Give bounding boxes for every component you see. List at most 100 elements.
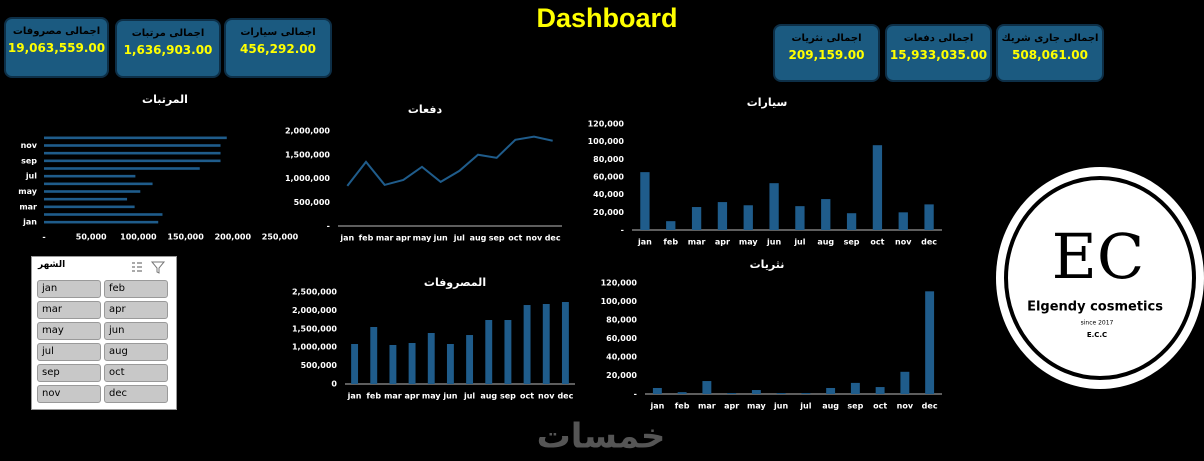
bar — [44, 136, 227, 140]
slicer-item[interactable]: oct — [104, 364, 168, 382]
x-tick-label: mar — [688, 238, 706, 247]
y-tick-label: 1,500,000 — [292, 324, 337, 333]
kpi-value: 19,063,559.00 — [7, 41, 106, 55]
bar — [44, 144, 221, 147]
chart-title: المرتبات — [142, 93, 188, 106]
bar — [776, 393, 786, 394]
slicer-item[interactable]: may — [37, 322, 101, 340]
bar — [44, 213, 163, 216]
logo-abbr: E.C.C — [1087, 331, 1107, 339]
chart-title: سيارات — [747, 96, 788, 109]
x-tick-label: aug — [480, 392, 497, 401]
slicer-item[interactable]: jan — [37, 280, 101, 298]
kpi-label: اجمالى مرتبات — [131, 28, 205, 39]
kpi-value: 1,636,903.00 — [123, 43, 213, 57]
bar — [677, 392, 687, 394]
slicer-item[interactable]: nov — [37, 385, 101, 403]
y-tick-label: 1,500,000 — [285, 150, 330, 159]
bar — [795, 206, 805, 230]
x-tick-label: oct — [870, 238, 884, 247]
logo-name: Elgendy cosmetics — [1027, 300, 1163, 315]
x-tick-label: 100,000 — [120, 233, 157, 242]
x-tick-label: jan — [339, 234, 354, 243]
bar — [389, 344, 397, 384]
y-tick-label: 500,000 — [294, 198, 331, 207]
bar — [702, 381, 712, 394]
chart-title: دفعات — [408, 103, 443, 116]
y-tick-label: 1,000,000 — [292, 343, 337, 352]
x-tick-label: may — [747, 402, 766, 411]
slicer-item[interactable]: jun — [104, 322, 168, 340]
y-tick-label: 0 — [331, 380, 337, 389]
x-tick-label: jun — [766, 238, 781, 247]
y-tick-label: 80,000 — [606, 316, 637, 325]
x-tick-label: may — [422, 392, 441, 401]
kpi-card: اجمالى مصروفات 19,063,559.00 — [4, 17, 109, 78]
x-tick-label: oct — [873, 402, 887, 411]
bar — [44, 159, 221, 163]
kpi-card: اجمالى مرتبات 1,636,903.00 — [115, 19, 221, 78]
bar — [727, 393, 737, 394]
x-tick-label: apr — [405, 392, 420, 401]
y-tick-label: 80,000 — [593, 155, 624, 164]
slicer-item[interactable]: feb — [104, 280, 168, 298]
x-tick-label: mar — [376, 234, 394, 243]
y-tick-label: may — [18, 187, 37, 196]
slicer-item[interactable]: mar — [37, 301, 101, 319]
kpi-card: اجمالى سيارات 456,292.00 — [224, 18, 332, 78]
kpi-value: 456,292.00 — [240, 42, 316, 56]
slicer-item[interactable]: aug — [104, 343, 168, 361]
month-slicer: الشهر jan feb mar apr may jun jul aug sep oct nov d… — [31, 256, 177, 410]
bar — [900, 371, 910, 394]
bar — [691, 207, 702, 230]
logo-band — [1020, 298, 1170, 316]
bar — [446, 343, 454, 384]
x-tick-label: sep — [489, 234, 505, 243]
bar — [826, 387, 836, 394]
bar — [846, 213, 857, 230]
y-tick-label: 2,000,000 — [292, 306, 337, 315]
slicer-item[interactable]: apr — [104, 301, 168, 319]
bar — [44, 197, 128, 201]
x-tick-label: nov — [895, 238, 912, 247]
x-tick-label: apr — [396, 234, 411, 243]
x-tick-label: jun — [773, 402, 788, 411]
x-tick-label: 150,000 — [167, 233, 204, 242]
x-tick-label: feb — [359, 234, 374, 243]
y-tick-label: 40,000 — [593, 190, 624, 199]
slicer-title: الشهر — [38, 260, 66, 270]
x-tick-label: 250,000 — [262, 233, 299, 242]
x-tick-label: may — [739, 238, 758, 247]
y-tick-label: 2,000,000 — [285, 127, 330, 136]
slicer-item[interactable]: jul — [37, 343, 101, 361]
x-tick-label: jul — [799, 402, 811, 411]
slicer-item[interactable]: sep — [37, 364, 101, 382]
bar — [408, 343, 416, 384]
chart-title: نثريات — [750, 258, 785, 271]
kpi-card: اجمالى نثريات 209,159.00 — [773, 24, 880, 82]
slicer-item[interactable]: dec — [104, 385, 168, 403]
x-tick-label: jan — [347, 392, 362, 401]
y-tick-label: 20,000 — [606, 371, 637, 380]
x-tick-label: may — [413, 234, 432, 243]
logo-bg — [996, 167, 1204, 389]
x-tick-label: jul — [453, 234, 465, 243]
bar — [561, 302, 569, 384]
x-tick-label: jun — [433, 234, 448, 243]
bar — [666, 221, 676, 230]
logo-since: since 2017 — [1081, 320, 1114, 327]
bar — [652, 387, 662, 394]
bar — [466, 335, 474, 384]
x-tick-label: - — [42, 233, 45, 242]
x-tick-label: 50,000 — [76, 233, 107, 242]
y-tick-label: sep — [21, 156, 37, 165]
y-tick-label: - — [634, 390, 637, 399]
bar — [427, 332, 435, 384]
x-tick-label: sep — [847, 402, 863, 411]
y-tick-label: - — [327, 222, 330, 231]
x-tick-label: feb — [663, 238, 678, 247]
kpi-label: اجمالى جارى شريك — [1001, 33, 1099, 44]
x-tick-label: dec — [545, 234, 561, 243]
watermark: خمسات — [537, 417, 666, 457]
